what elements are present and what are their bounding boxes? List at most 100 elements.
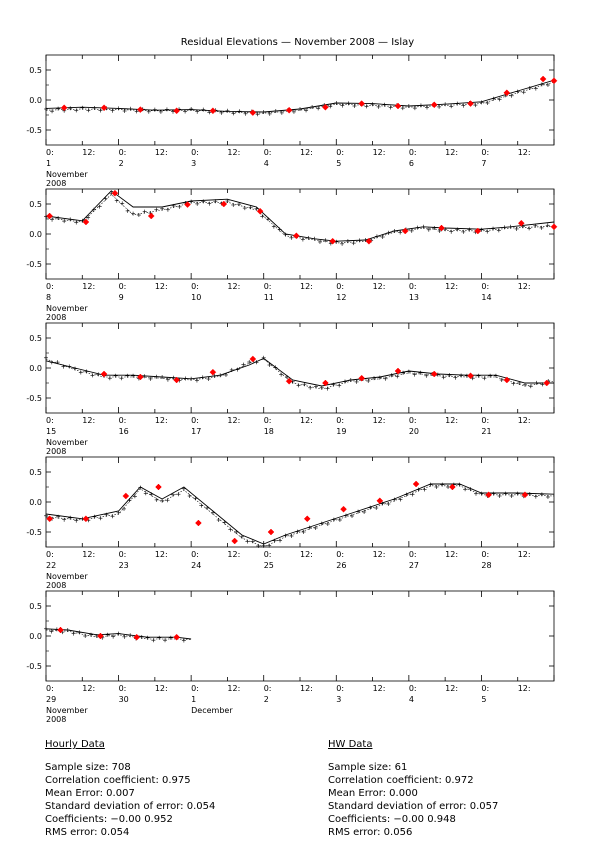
y-tick-label: 0.5: [29, 602, 42, 611]
x-hour-label: 12:: [300, 684, 313, 693]
x-hour-label: 12:: [445, 684, 458, 693]
hw-point: [438, 224, 445, 232]
x-day-label: 4: [409, 695, 414, 704]
x-day-label: 29: [46, 695, 56, 704]
x-hour-label: 12:: [518, 148, 531, 157]
hw-point: [503, 89, 511, 97]
y-tick-label: 0.0: [29, 96, 42, 105]
x-hour-label: 12:: [300, 550, 313, 559]
x-hour-label: 0:: [46, 148, 54, 157]
y-tick-label: 0.5: [29, 468, 42, 477]
hw-point: [46, 212, 53, 220]
hw-coefficients: Coefficients: −0.00 0.948: [328, 814, 456, 825]
x-hour-label: 12:: [155, 416, 168, 425]
x-hour-label: 0:: [409, 282, 417, 291]
y-tick-label: 0.0: [29, 364, 42, 373]
hw-point: [322, 379, 329, 387]
x-day-label: 28: [481, 561, 491, 570]
x-hour-label: 0:: [191, 684, 199, 693]
x-hour-label: 0:: [46, 416, 54, 425]
x-hour-label: 0:: [481, 550, 489, 559]
x-hour-label: 0:: [264, 550, 272, 559]
hourly-coefficients: Coefficients: −0.00 0.952: [45, 814, 173, 825]
x-hour-label: 12:: [155, 684, 168, 693]
x-day-label: 2: [119, 159, 124, 168]
y-tick-label: -0.5: [26, 126, 42, 135]
y-tick-label: 0.0: [29, 498, 42, 507]
x-hour-label: 0:: [409, 148, 417, 157]
hw-point: [449, 483, 456, 491]
x-hour-label: 12:: [373, 148, 386, 157]
hourly-obs-line: [45, 358, 555, 390]
x-day-label: 20: [409, 427, 419, 436]
x-hour-label: 12:: [373, 684, 386, 693]
y-tick-label: -0.5: [26, 528, 42, 537]
model-line: [45, 190, 555, 242]
x-day-label: 14: [481, 293, 491, 302]
x-hour-label: 12:: [373, 416, 386, 425]
x-hour-label: 0:: [481, 416, 489, 425]
x-day-label: 24: [191, 561, 201, 570]
hw-point: [82, 515, 90, 523]
x-hour-label: 0:: [191, 416, 199, 425]
x-day-label: 8: [46, 293, 51, 302]
x-hour-label: 12:: [155, 148, 168, 157]
x-hour-label: 12:: [518, 684, 531, 693]
hw-point: [303, 515, 311, 523]
x-day-label: 23: [119, 561, 129, 570]
x-hour-label: 0:: [264, 416, 272, 425]
x-hour-label: 0:: [481, 282, 489, 291]
x-day-label: 22: [46, 561, 56, 570]
x-hour-label: 0:: [119, 550, 127, 559]
hw-point: [100, 370, 108, 378]
x-day-label: 25: [264, 561, 274, 570]
x-day-label: 26: [336, 561, 346, 570]
x-hour-label: 0:: [46, 684, 54, 693]
x-month-label: November: [46, 170, 88, 179]
x-hour-label: 0:: [409, 684, 417, 693]
hw-point: [517, 219, 525, 227]
x-hour-label: 12:: [300, 282, 313, 291]
x-hour-label: 12:: [82, 684, 95, 693]
x-month-label: November: [46, 706, 88, 715]
x-hour-label: 12:: [445, 148, 458, 157]
x-hour-label: 0:: [119, 282, 127, 291]
hourly-correlation: Correlation coefficient: 0.975: [45, 775, 191, 786]
x-hour-label: 12:: [518, 550, 531, 559]
hw-point: [133, 633, 141, 641]
x-hour-label: 12:: [518, 282, 531, 291]
hw-point: [430, 101, 438, 109]
y-tick-label: 0.0: [29, 230, 42, 239]
x-hour-label: 0:: [336, 148, 344, 157]
hw-point: [122, 492, 130, 500]
hourly-stats: Hourly Data Sample size: 708 Correlation…: [45, 738, 215, 839]
plot-frame: [45, 590, 555, 682]
x-hour-label: 0:: [336, 416, 344, 425]
hw-rms-error: RMS error: 0.056: [328, 827, 413, 838]
hw-point: [249, 109, 257, 116]
hw-point: [82, 218, 90, 226]
hw-point: [365, 237, 373, 245]
x-day-label: 30: [119, 695, 129, 704]
hw-point: [195, 519, 202, 527]
x-day-label: 9: [119, 293, 124, 302]
x-hour-label: 0:: [119, 684, 127, 693]
x-day-label: 7: [481, 159, 486, 168]
hourly-sample-size: Sample size: 708: [45, 762, 131, 773]
x-hour-label: 12:: [82, 282, 95, 291]
x-hour-label: 12:: [445, 550, 458, 559]
x-hour-label: 0:: [264, 684, 272, 693]
x-month-label: November: [46, 438, 88, 447]
x-hour-label: 0:: [481, 148, 489, 157]
y-tick-label: 0.5: [29, 334, 42, 343]
x-year-label: 2008: [46, 179, 66, 188]
x-hour-label: 0:: [46, 282, 54, 291]
x-hour-label: 0:: [119, 148, 127, 157]
x-day-label: 19: [336, 427, 346, 436]
x-year-label: 2008: [46, 715, 66, 724]
x-hour-label: 12:: [227, 550, 240, 559]
x-month-label: November: [46, 304, 88, 313]
x-hour-label: 0:: [264, 148, 272, 157]
hw-point: [358, 374, 366, 382]
x-hour-label: 0:: [191, 148, 199, 157]
